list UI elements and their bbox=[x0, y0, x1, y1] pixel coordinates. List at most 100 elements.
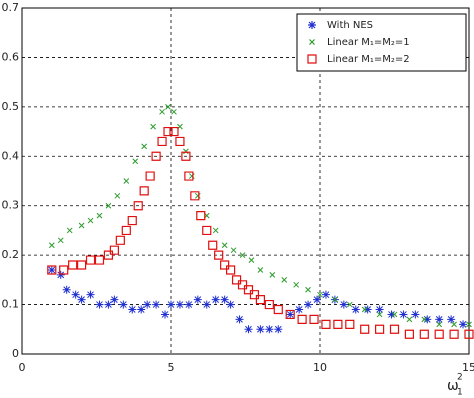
point bbox=[132, 158, 139, 165]
point bbox=[221, 242, 228, 249]
point bbox=[184, 300, 193, 309]
point bbox=[78, 222, 85, 229]
y-tick-label: 0.4 bbox=[2, 149, 20, 162]
point bbox=[293, 281, 300, 288]
point bbox=[196, 211, 206, 221]
point bbox=[167, 300, 175, 309]
point bbox=[345, 319, 355, 329]
point bbox=[321, 319, 331, 329]
point bbox=[231, 275, 242, 285]
point bbox=[159, 108, 165, 115]
legend-marker bbox=[309, 39, 315, 45]
point bbox=[114, 192, 121, 199]
point bbox=[56, 270, 65, 279]
point bbox=[466, 321, 472, 328]
point bbox=[411, 310, 420, 319]
point bbox=[145, 171, 155, 181]
x-tick-label: 5 bbox=[168, 361, 175, 374]
point bbox=[94, 255, 105, 265]
point bbox=[85, 255, 96, 265]
point bbox=[274, 325, 283, 334]
point bbox=[387, 310, 396, 319]
point bbox=[313, 295, 322, 304]
point bbox=[464, 329, 474, 339]
point bbox=[104, 300, 113, 309]
point bbox=[165, 104, 171, 110]
point bbox=[190, 191, 200, 201]
point bbox=[161, 310, 170, 319]
point bbox=[256, 325, 265, 334]
point bbox=[459, 320, 468, 329]
point bbox=[419, 329, 429, 339]
point bbox=[255, 295, 265, 305]
point bbox=[194, 192, 201, 199]
point bbox=[333, 319, 343, 329]
point bbox=[244, 325, 253, 334]
point bbox=[265, 325, 274, 334]
point bbox=[449, 329, 459, 339]
x-label-sub: 1 bbox=[457, 388, 463, 398]
point bbox=[143, 300, 152, 309]
point bbox=[77, 260, 87, 270]
point bbox=[447, 315, 456, 324]
point bbox=[95, 300, 104, 309]
point bbox=[332, 296, 338, 303]
point bbox=[226, 265, 236, 275]
point bbox=[96, 212, 103, 219]
point bbox=[389, 324, 400, 334]
point bbox=[68, 260, 78, 270]
point bbox=[305, 286, 311, 293]
point bbox=[127, 215, 137, 226]
point bbox=[295, 305, 304, 314]
point bbox=[423, 315, 432, 324]
point bbox=[273, 304, 283, 315]
legend-label: Linear M₁=M₂=2 bbox=[327, 54, 410, 65]
legend-marker bbox=[307, 54, 317, 64]
x-axis-label: ω 1 2 bbox=[447, 373, 463, 398]
point bbox=[175, 136, 185, 147]
point bbox=[249, 290, 260, 300]
point bbox=[71, 290, 80, 299]
point bbox=[48, 242, 55, 249]
point bbox=[121, 225, 131, 236]
point bbox=[421, 316, 428, 323]
legend-marker bbox=[308, 21, 316, 29]
point bbox=[248, 257, 255, 263]
point bbox=[346, 301, 353, 308]
point bbox=[137, 305, 146, 314]
point bbox=[141, 143, 148, 150]
y-tick-label: 0.3 bbox=[2, 199, 20, 212]
legend-label: With NES bbox=[327, 20, 373, 31]
x-tick-label: 10 bbox=[313, 361, 327, 374]
point bbox=[169, 126, 179, 137]
point bbox=[133, 201, 143, 211]
legend-box bbox=[296, 13, 467, 72]
point bbox=[171, 108, 177, 115]
point bbox=[115, 235, 125, 245]
point bbox=[181, 151, 191, 161]
point bbox=[434, 329, 444, 339]
point bbox=[77, 295, 86, 304]
point bbox=[436, 321, 443, 328]
point bbox=[375, 305, 384, 314]
point bbox=[119, 300, 128, 309]
point bbox=[297, 314, 307, 324]
point bbox=[361, 306, 368, 313]
point bbox=[59, 265, 69, 275]
point bbox=[309, 314, 319, 324]
point bbox=[363, 305, 372, 314]
point bbox=[391, 311, 398, 318]
legend-label: Linear M₁=M₂=1 bbox=[327, 37, 410, 48]
point bbox=[321, 290, 330, 299]
point bbox=[66, 227, 73, 234]
point bbox=[208, 240, 218, 250]
x-label-sup: 2 bbox=[457, 373, 463, 383]
point bbox=[87, 217, 94, 224]
point bbox=[103, 250, 114, 260]
point bbox=[451, 321, 457, 328]
point bbox=[351, 305, 360, 314]
point bbox=[57, 237, 64, 244]
point bbox=[175, 300, 184, 309]
point bbox=[399, 310, 408, 319]
